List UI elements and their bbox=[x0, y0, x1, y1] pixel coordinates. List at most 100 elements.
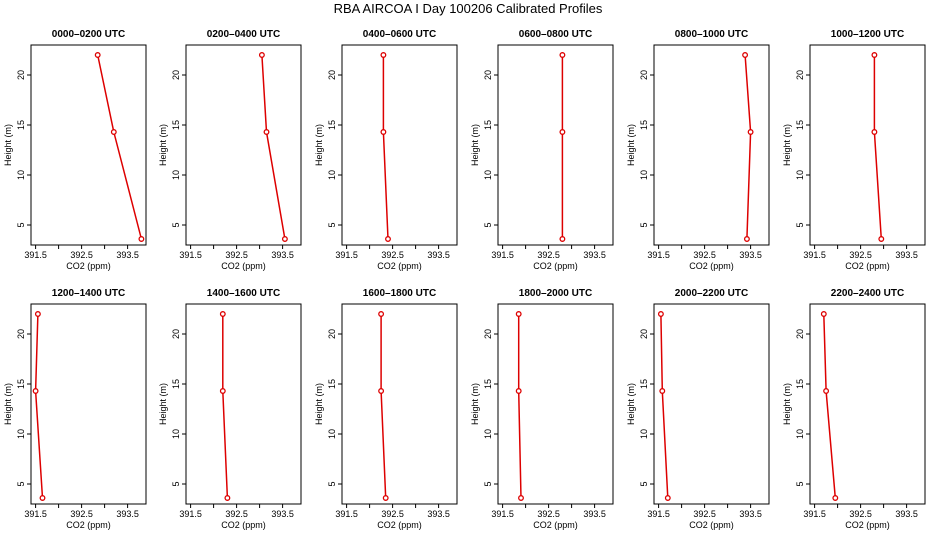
y-tick-label: 10 bbox=[327, 429, 337, 439]
data-point bbox=[559, 236, 566, 242]
series-line bbox=[222, 314, 229, 499]
data-point bbox=[382, 495, 389, 501]
y-tick-label: 10 bbox=[16, 429, 26, 439]
y-tick-label: 20 bbox=[483, 329, 493, 339]
data-point bbox=[224, 495, 231, 501]
x-tick-label: 391.5 bbox=[179, 509, 202, 519]
data-point bbox=[378, 311, 385, 317]
x-axis-label: CO2 (ppm) bbox=[66, 261, 111, 271]
panel-title: 0000–0200 UTC bbox=[52, 29, 125, 40]
y-tick-label: 15 bbox=[483, 120, 493, 130]
y-tick-label: 10 bbox=[16, 170, 26, 180]
panel-title: 0200–0400 UTC bbox=[207, 29, 280, 40]
x-tick-label: 391.5 bbox=[24, 509, 47, 519]
data-point bbox=[219, 388, 226, 394]
panel-title: 2000–2200 UTC bbox=[675, 288, 748, 299]
data-point bbox=[34, 311, 41, 317]
data-point bbox=[820, 311, 827, 317]
y-tick-label: 5 bbox=[483, 222, 493, 227]
x-tick-label: 393.5 bbox=[895, 509, 918, 519]
y-axis-label: Height (m) bbox=[158, 383, 168, 425]
data-point bbox=[871, 129, 878, 135]
x-tick-label: 392.5 bbox=[537, 250, 560, 260]
series-line bbox=[517, 314, 522, 499]
data-point bbox=[659, 388, 666, 394]
y-tick-label: 15 bbox=[16, 120, 26, 130]
y-tick-label: 15 bbox=[795, 120, 805, 130]
data-point bbox=[138, 236, 145, 242]
y-axis-label: Height (m) bbox=[626, 383, 636, 425]
series-line bbox=[660, 313, 669, 499]
x-tick-label: 392.5 bbox=[849, 509, 872, 519]
x-tick-label: 393.5 bbox=[271, 250, 294, 260]
plot-frame bbox=[653, 44, 770, 246]
x-tick-label: 392.5 bbox=[225, 509, 248, 519]
data-point bbox=[742, 52, 749, 58]
y-tick-label: 5 bbox=[327, 222, 337, 227]
x-axis-label: CO2 (ppm) bbox=[221, 261, 266, 271]
x-tick-label: 391.5 bbox=[179, 250, 202, 260]
x-axis-label: CO2 (ppm) bbox=[66, 520, 111, 530]
y-tick-label: 10 bbox=[483, 429, 493, 439]
y-tick-label: 5 bbox=[639, 222, 649, 227]
profile-panel: 1800–2000 UTC 391.5 392.5 393.5 5 10 15 20 CO2 (… bbox=[470, 288, 614, 530]
x-tick-label: 391.5 bbox=[24, 250, 47, 260]
panel-title: 2200–2400 UTC bbox=[831, 288, 904, 299]
y-tick-label: 20 bbox=[639, 329, 649, 339]
data-point bbox=[559, 52, 566, 58]
plot-frame bbox=[809, 303, 926, 505]
x-axis-label: CO2 (ppm) bbox=[533, 261, 578, 271]
data-point bbox=[664, 495, 671, 501]
x-tick-label: 393.5 bbox=[271, 509, 294, 519]
data-point bbox=[518, 495, 524, 501]
y-tick-label: 5 bbox=[795, 222, 805, 227]
series-line bbox=[744, 54, 752, 240]
y-axis-label: Height (m) bbox=[314, 124, 324, 166]
y-tick-label: 15 bbox=[795, 379, 805, 389]
x-axis-label: CO2 (ppm) bbox=[533, 520, 578, 530]
data-point bbox=[878, 236, 885, 242]
x-tick-label: 391.5 bbox=[335, 250, 358, 260]
y-axis-label: Height (m) bbox=[158, 124, 168, 166]
data-point bbox=[258, 52, 265, 58]
series-line bbox=[380, 314, 387, 499]
y-tick-label: 15 bbox=[483, 379, 493, 389]
data-point bbox=[281, 236, 288, 242]
x-tick-label: 393.5 bbox=[116, 250, 139, 260]
data-point bbox=[219, 311, 226, 317]
data-point bbox=[385, 236, 391, 242]
y-tick-label: 15 bbox=[171, 379, 181, 389]
x-tick-label: 392.5 bbox=[537, 509, 560, 519]
y-tick-label: 15 bbox=[639, 379, 649, 389]
y-tick-label: 20 bbox=[16, 70, 26, 80]
series-line bbox=[382, 55, 389, 240]
x-axis-label: CO2 (ppm) bbox=[689, 520, 734, 530]
x-tick-label: 393.5 bbox=[427, 250, 450, 260]
profile-panel: 0800–1000 UTC 391.5 392.5 393.5 5 10 15 20 CO2 (… bbox=[626, 29, 770, 271]
profile-panel: 1600–1800 UTC 391.5 392.5 393.5 5 10 15 20 CO2 (… bbox=[314, 288, 458, 530]
y-tick-label: 10 bbox=[639, 429, 649, 439]
y-axis-label: Height (m) bbox=[3, 124, 13, 166]
panel-title: 1000–1200 UTC bbox=[831, 29, 904, 40]
profile-panel: 0600–0800 UTC 391.5 392.5 393.5 5 10 15 20 CO2 (… bbox=[470, 29, 614, 271]
data-point bbox=[110, 129, 117, 135]
panel-title: 0600–0800 UTC bbox=[519, 29, 592, 40]
x-tick-label: 391.5 bbox=[491, 250, 514, 260]
y-axis-label: Height (m) bbox=[314, 383, 324, 425]
y-tick-label: 10 bbox=[171, 170, 181, 180]
profile-panel: 0400–0600 UTC 391.5 392.5 393.5 5 10 15 20 CO2 (… bbox=[314, 29, 458, 271]
panel-title: 1200–1400 UTC bbox=[52, 288, 125, 299]
x-tick-label: 393.5 bbox=[427, 509, 450, 519]
x-tick-label: 391.5 bbox=[803, 509, 826, 519]
data-point bbox=[515, 388, 522, 394]
y-tick-label: 20 bbox=[639, 70, 649, 80]
x-tick-label: 391.5 bbox=[647, 250, 670, 260]
data-point bbox=[39, 495, 46, 501]
x-tick-label: 393.5 bbox=[739, 509, 762, 519]
x-axis-label: CO2 (ppm) bbox=[221, 520, 266, 530]
series-line bbox=[34, 313, 44, 499]
profile-panel: 0000–0200 UTC 391.5 392.5 393.5 5 10 15 20 CO2 (… bbox=[3, 29, 147, 271]
y-axis-label: Height (m) bbox=[782, 383, 792, 425]
series-line bbox=[261, 54, 286, 240]
x-axis-label: CO2 (ppm) bbox=[377, 261, 422, 271]
